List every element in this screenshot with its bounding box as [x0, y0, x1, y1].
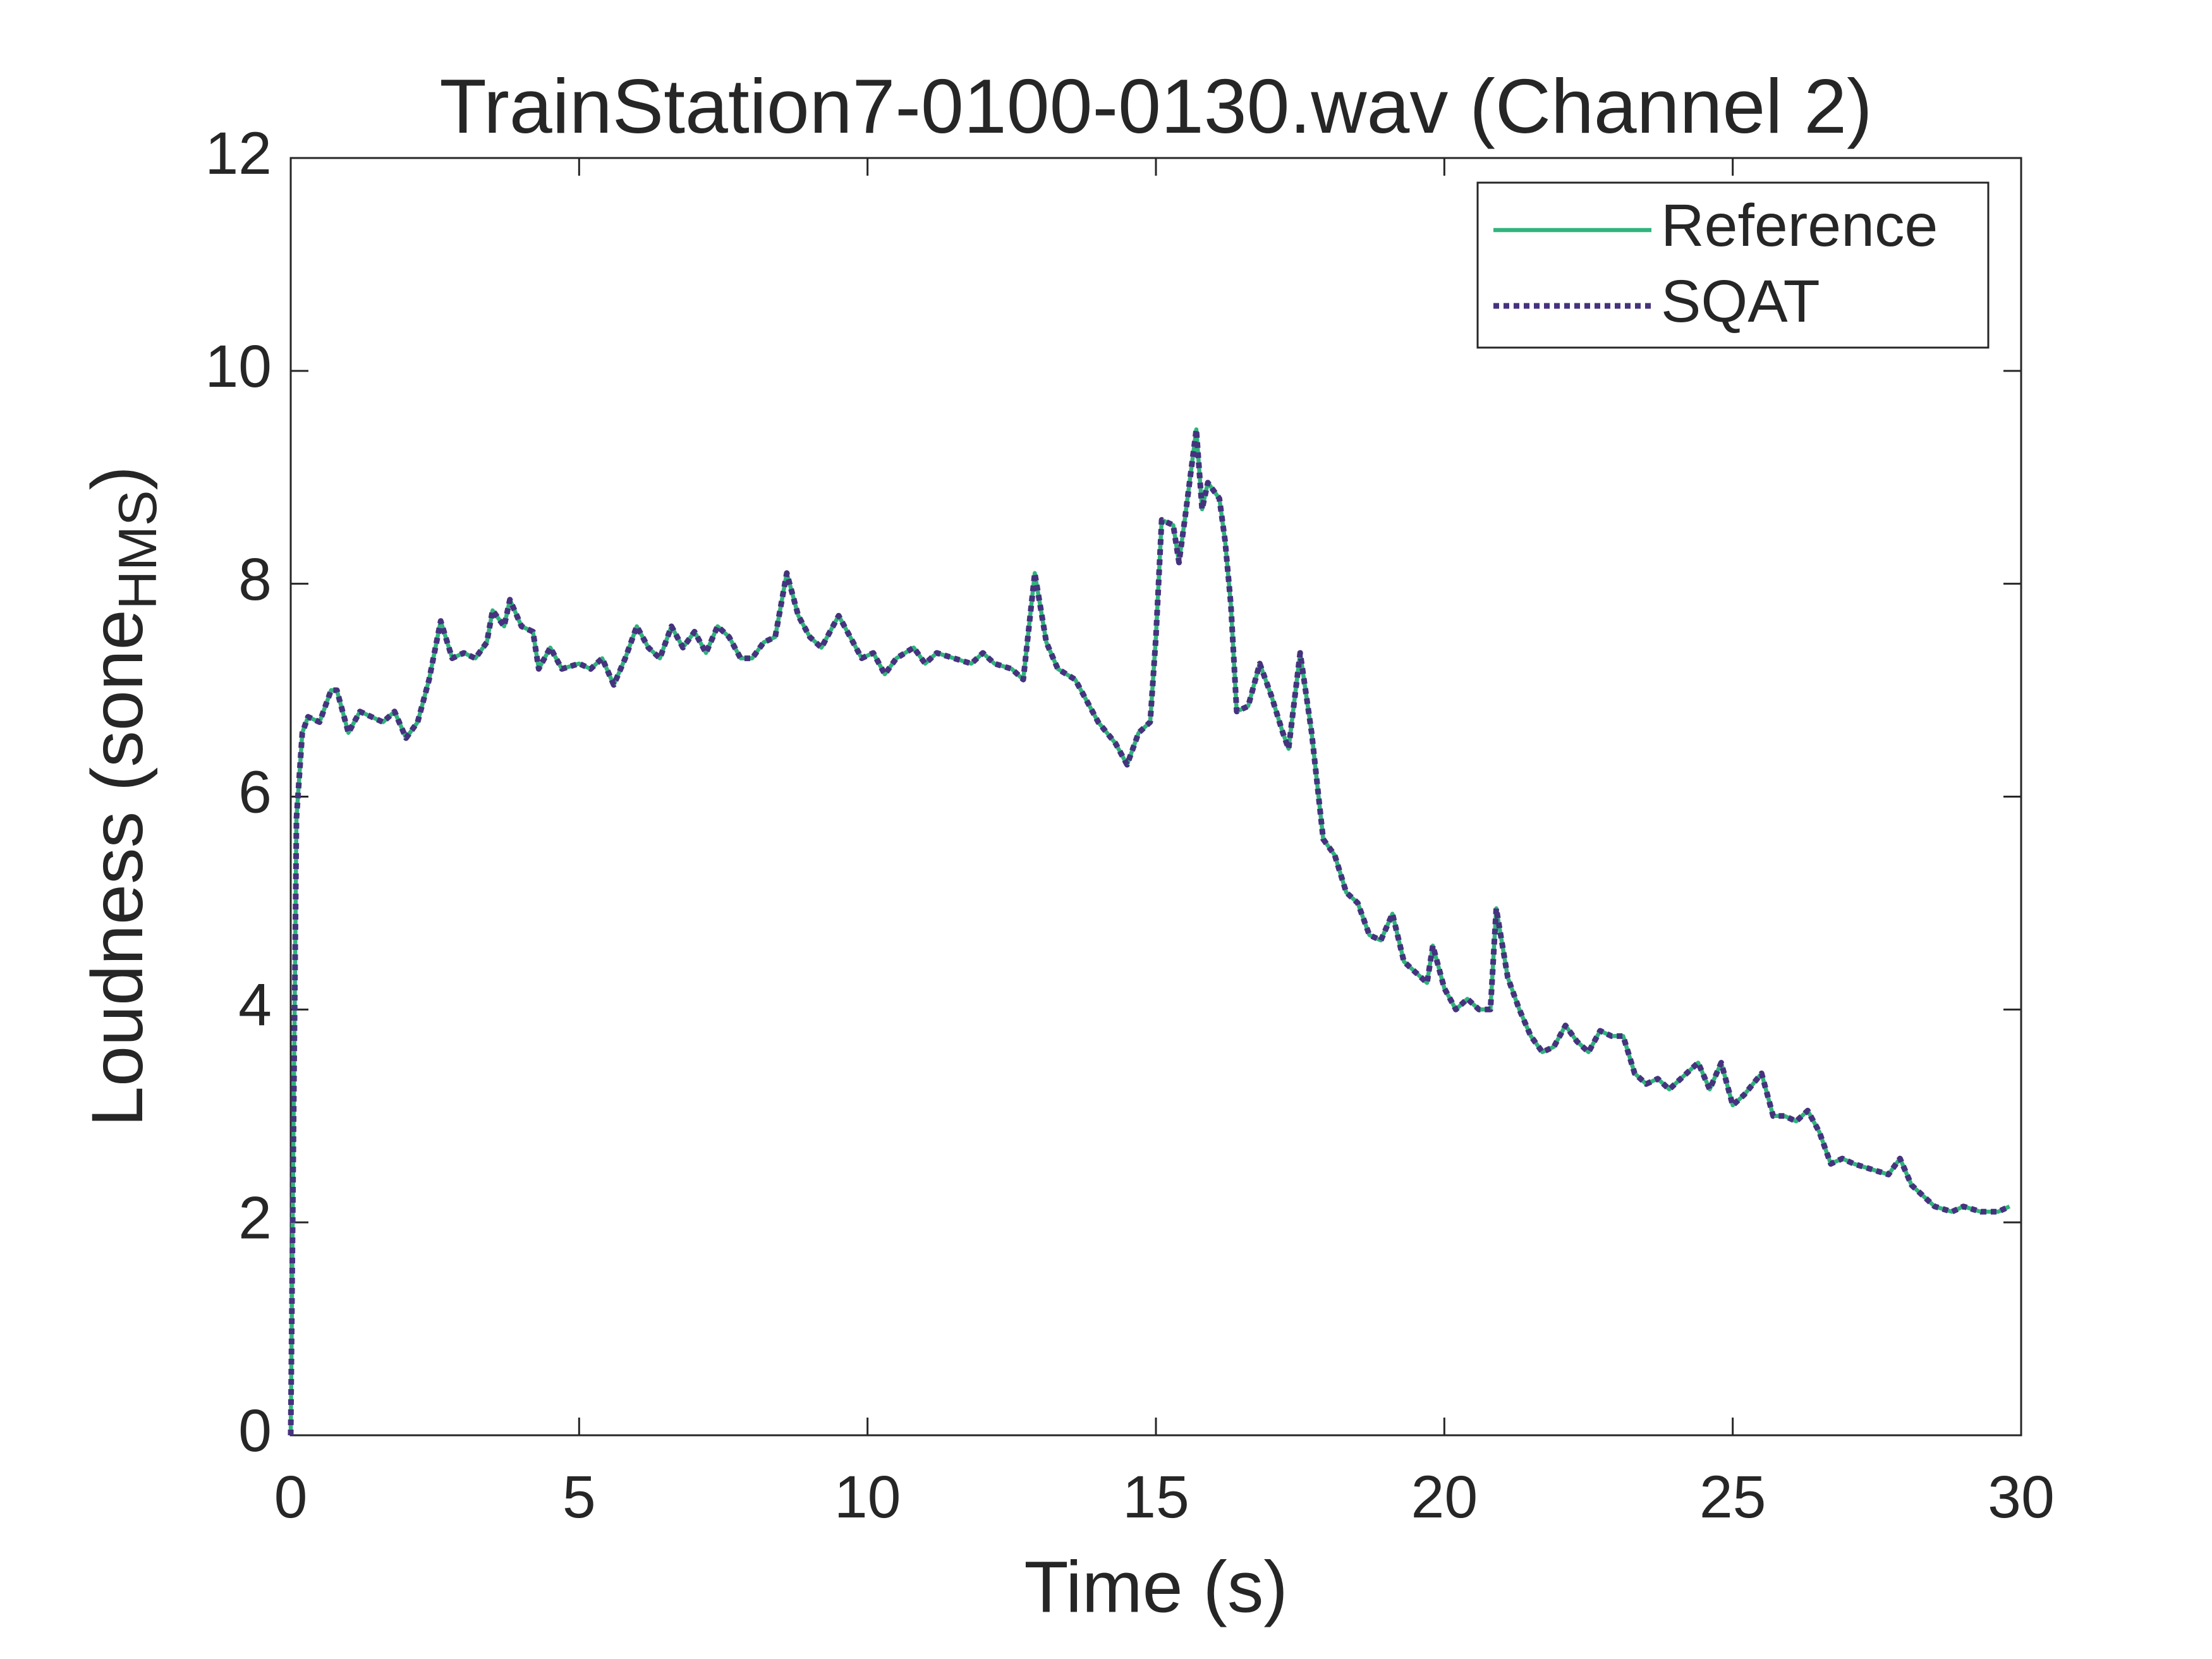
x-tick-label: 5 [562, 1464, 596, 1531]
x-axis-label: Time (s) [1024, 1547, 1287, 1627]
y-axis-label: Loudness (soneHMS) [77, 466, 168, 1127]
x-tick-label: 0 [274, 1464, 308, 1531]
legend-label: Reference [1661, 192, 1938, 259]
y-tick-label: 4 [238, 971, 272, 1038]
y-tick-label: 10 [205, 333, 272, 400]
y-axis-label-suffix: ) [77, 466, 158, 490]
plot-frame [289, 157, 2022, 1437]
y-tick-label: 12 [205, 120, 272, 187]
chart-title: TrainStation7-0100-0130.wav (Channel 2) [439, 63, 1872, 149]
x-tick-label: 25 [1699, 1464, 1766, 1531]
y-axis-label-subscript: HMS [108, 490, 168, 610]
legend-label: SQAT [1661, 268, 1820, 335]
series-line [288, 427, 2011, 1436]
legend-box [1476, 181, 1990, 349]
y-tick-label: 6 [238, 759, 272, 826]
x-tick-label: 15 [1122, 1464, 1189, 1531]
y-tick-label: 2 [238, 1184, 272, 1251]
y-tick-label: 8 [238, 546, 272, 613]
y-tick-label: 0 [238, 1397, 272, 1464]
y-axis-label-text: Loudness (sone [77, 609, 158, 1126]
x-tick-label: 20 [1411, 1464, 1478, 1531]
x-tick-label: 30 [1988, 1464, 2055, 1531]
x-tick-label: 10 [834, 1464, 901, 1531]
